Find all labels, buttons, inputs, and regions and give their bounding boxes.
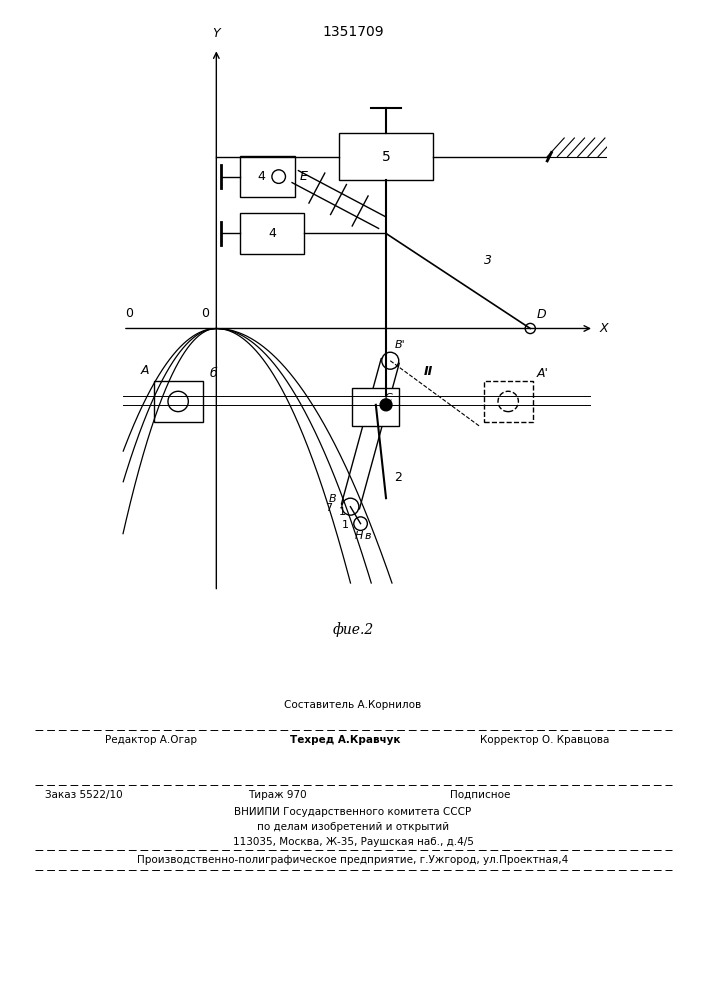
Text: A: A [141,364,149,377]
Text: Подписное: Подписное [450,790,510,800]
Text: II: II [424,365,433,378]
Text: Тираж 970: Тираж 970 [248,790,307,800]
Circle shape [498,391,518,412]
Polygon shape [341,358,399,509]
Bar [153,381,203,422]
Circle shape [354,517,368,530]
Text: Y: Y [213,27,220,40]
Text: C: C [385,393,392,403]
Circle shape [382,352,399,369]
Text: 5: 5 [382,150,390,164]
Text: 7: 7 [325,503,332,513]
Text: 0: 0 [126,307,134,320]
Circle shape [168,391,188,412]
Circle shape [525,323,535,334]
Circle shape [272,170,286,183]
Circle shape [342,498,359,515]
Text: 1351709: 1351709 [322,24,385,38]
Text: б: б [209,367,217,380]
Text: 4: 4 [268,227,276,240]
Bar [240,213,304,254]
Text: E: E [300,170,308,183]
Text: 4: 4 [257,170,265,183]
Text: в: в [365,531,371,541]
Bar [339,133,433,180]
Text: H: H [355,531,363,541]
Text: Техред А.Кравчук: Техред А.Кравчук [290,735,400,745]
Text: Производственно-полиграфическое предприятие, г.Ужгород, ул.Проектная,4: Производственно-полиграфическое предприя… [137,855,568,865]
Text: Составитель А.Корнилов: Составитель А.Корнилов [284,700,421,710]
Text: по делам изобретений и открытий: по делам изобретений и открытий [257,822,449,832]
Text: 1: 1 [339,507,346,517]
Text: 3: 3 [484,254,491,267]
Bar [352,388,399,426]
Text: 2: 2 [395,471,402,484]
Text: B': B' [395,340,405,350]
Bar [240,156,296,197]
Circle shape [380,399,392,411]
Text: 0: 0 [201,307,209,320]
Text: X: X [600,322,609,335]
Bar [484,381,533,422]
Text: A': A' [537,367,549,380]
Text: 113035, Москва, Ж-35, Раушская наб., д.4/5: 113035, Москва, Ж-35, Раушская наб., д.4… [233,837,474,847]
Text: B: B [329,494,337,504]
Text: ВНИИПИ Государственного комитета СССР: ВНИИПИ Государственного комитета СССР [235,807,472,817]
Text: фие.2: фие.2 [332,622,373,637]
Text: Редактор А.Огар: Редактор А.Огар [105,735,197,745]
Text: D: D [537,308,547,321]
Text: 1: 1 [342,520,349,530]
Text: Заказ 5522/10: Заказ 5522/10 [45,790,122,800]
Circle shape [368,397,383,412]
Text: Корректор О. Кравцова: Корректор О. Кравцова [480,735,609,745]
